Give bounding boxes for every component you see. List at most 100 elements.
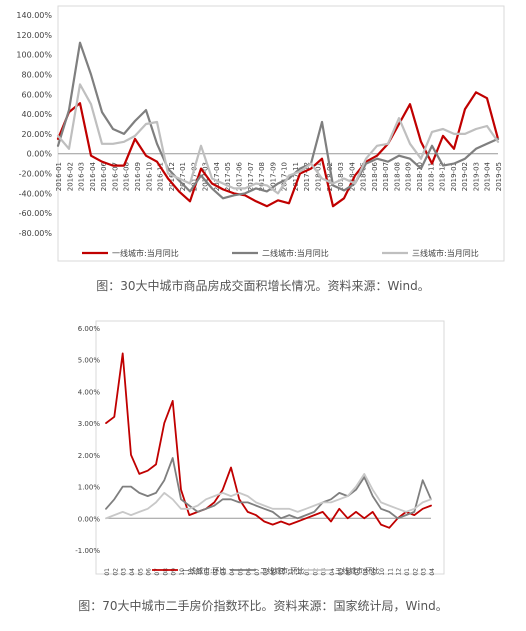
x-tick-label: 2018-01 bbox=[304, 568, 311, 576]
x-tick-label: 2016-09 bbox=[171, 568, 178, 576]
chart1-frame bbox=[57, 5, 505, 262]
chart2-caption: 图：70大中城市二手房价指数环比。资料来源：国家统计局，Wind。 bbox=[78, 599, 448, 613]
legend-label: 一线城市:环比 bbox=[182, 566, 226, 575]
chart2-svg: 6.00% 5.00% 4.00% 3.00% 2.00% 1.00% 0.00% -1.00… bbox=[75, 320, 445, 593]
x-tick-label: 2017-11 bbox=[292, 162, 300, 191]
y-tick-label: 4.00% bbox=[78, 388, 101, 396]
y-tick-label: -1.00% bbox=[75, 547, 100, 555]
x-tick-label: 2018-12 bbox=[439, 162, 447, 191]
x-tick-label: 2018-10 bbox=[416, 162, 424, 191]
x-tick-label: 2019-03 bbox=[421, 568, 428, 576]
x-tick-label: 2016-02 bbox=[66, 162, 74, 191]
x-tick-label: 2017-05 bbox=[224, 162, 232, 191]
x-tick-label: 2019-01 bbox=[450, 162, 458, 191]
x-tick-label: 2017-06 bbox=[246, 568, 253, 576]
x-tick-label: 2018-02 bbox=[326, 162, 334, 191]
x-tick-label: 2017-01 bbox=[179, 162, 187, 191]
y-tick-label: 6.00% bbox=[78, 325, 101, 333]
x-tick-label: 2016-04 bbox=[129, 568, 136, 576]
chart-second-hand-price-index: 6.00% 5.00% 4.00% 3.00% 2.00% 1.00% 0.00% -1.00… bbox=[0, 318, 526, 593]
x-tick-label: 2018-01 bbox=[314, 162, 322, 191]
x-tick-label: 2019-04 bbox=[429, 568, 436, 576]
y-tick-label: 60.00% bbox=[21, 90, 52, 99]
x-tick-label: 2017-05 bbox=[237, 568, 244, 576]
y-tick-label: 140.00% bbox=[16, 11, 52, 20]
x-tick-label: 2016-09 bbox=[134, 162, 142, 191]
x-tick-label: 2016-02 bbox=[112, 568, 119, 576]
x-tick-label: 2016-01 bbox=[104, 568, 111, 576]
x-tick-label: 2017-12 bbox=[303, 162, 311, 191]
y-tick-label: 0.00% bbox=[78, 515, 101, 523]
y-tick-label: -40.00% bbox=[19, 189, 53, 198]
y-tick-label: 1.00% bbox=[78, 484, 101, 492]
x-tick-label: 2019-02 bbox=[412, 568, 419, 576]
y-tick-label: -20.00% bbox=[19, 170, 53, 179]
x-tick-label: 2016-12 bbox=[168, 162, 176, 191]
x-tick-label: 2019-01 bbox=[404, 568, 411, 576]
x-tick-label: 2018-11 bbox=[387, 568, 394, 576]
x-tick-label: 2017-02 bbox=[190, 162, 198, 191]
x-tick-label: 2016-03 bbox=[78, 162, 86, 191]
x-tick-label: 2016-11 bbox=[157, 162, 165, 191]
x-tick-label: 2018-02 bbox=[312, 568, 319, 576]
series-line-2 bbox=[56, 41, 500, 200]
x-tick-label: 2018-03 bbox=[321, 568, 328, 576]
x-tick-label: 2018-03 bbox=[337, 162, 345, 191]
legend-label: 二线城市:环比 bbox=[260, 566, 304, 575]
y-tick-label: 100.00% bbox=[16, 51, 52, 60]
legend-label: 三线城市:环比 bbox=[335, 566, 379, 575]
x-tick-label: 2019-02 bbox=[461, 162, 469, 191]
series-line-2 bbox=[105, 457, 432, 520]
y-tick-label: 0.00% bbox=[27, 150, 53, 159]
x-tick-label: 2016-08 bbox=[123, 162, 131, 191]
x-tick-label: 2017-07 bbox=[247, 162, 255, 191]
x-tick-label: 2016-06 bbox=[146, 568, 153, 576]
x-tick-label: 2016-06 bbox=[100, 161, 108, 191]
y-tick-label: -80.00% bbox=[19, 229, 53, 238]
x-tick-label: 2017-09 bbox=[269, 162, 277, 191]
x-tick-label: 2019-05 bbox=[495, 162, 503, 191]
x-tick-label: 2018-11 bbox=[427, 162, 435, 191]
series-line-1 bbox=[105, 352, 432, 529]
chart1-svg: 140.00% 120.00% 100.00% 80.00% 60.00% 40.00% 2… bbox=[16, 5, 505, 262]
chart-transaction-area-growth: 140.00% 120.00% 100.00% 80.00% 60.00% 40.00% 2… bbox=[0, 0, 526, 272]
y-tick-label: 80.00% bbox=[21, 70, 52, 79]
x-tick-label: 2019-04 bbox=[484, 161, 492, 191]
chart2-frame bbox=[95, 320, 445, 575]
y-tick-label: 3.00% bbox=[78, 420, 101, 428]
x-tick-label: 2018-09 bbox=[405, 162, 413, 191]
x-tick-label: 2016-01 bbox=[55, 162, 63, 191]
y-tick-label: 20.00% bbox=[21, 130, 52, 139]
x-tick-label: 2017-04 bbox=[213, 161, 221, 191]
x-tick-label: 2018-05 bbox=[360, 162, 368, 191]
series-line-3 bbox=[56, 83, 500, 195]
y-tick-label: 120.00% bbox=[16, 31, 52, 40]
legend-label: 三线城市:当月同比 bbox=[412, 248, 479, 258]
x-tick-label: 2017-04 bbox=[229, 568, 236, 576]
x-tick-label: 2018-07 bbox=[382, 162, 390, 191]
x-tick-label: 2016-08 bbox=[162, 568, 169, 576]
x-tick-label: 2017-06 bbox=[236, 161, 244, 191]
y-tick-label: 2.00% bbox=[78, 452, 101, 460]
x-tick-label: 2018-12 bbox=[396, 568, 403, 576]
x-tick-label: 2016-05 bbox=[137, 568, 144, 576]
x-tick-label: 2018-06 bbox=[371, 161, 379, 191]
legend-label: 二线城市:当月同比 bbox=[262, 248, 329, 258]
x-tick-label: 2016-04 bbox=[89, 161, 97, 191]
x-tick-label: 2019-03 bbox=[472, 162, 480, 191]
x-tick-label: 2017-08 bbox=[258, 162, 266, 191]
y-tick-label: 5.00% bbox=[78, 357, 101, 365]
x-tick-label: 2018-04 bbox=[348, 161, 356, 191]
x-tick-label: 2017-10 bbox=[281, 162, 289, 191]
x-tick-label: 2016-07 bbox=[154, 568, 161, 576]
x-tick-label: 2018-08 bbox=[393, 162, 401, 191]
x-tick-label: 2016-07 bbox=[111, 162, 119, 191]
chart1-caption: 图：30大中城市商品房成交面积增长情况。资料来源：Wind。 bbox=[96, 279, 430, 293]
legend-label: 一线城市:当月同比 bbox=[112, 248, 179, 258]
x-tick-label: 2016-10 bbox=[145, 162, 153, 191]
y-tick-label: -60.00% bbox=[19, 209, 53, 218]
x-tick-label: 2018-10 bbox=[379, 568, 386, 576]
x-tick-label: 2016-03 bbox=[121, 568, 128, 576]
series-line-3 bbox=[105, 472, 432, 520]
y-tick-label: 40.00% bbox=[21, 110, 52, 119]
